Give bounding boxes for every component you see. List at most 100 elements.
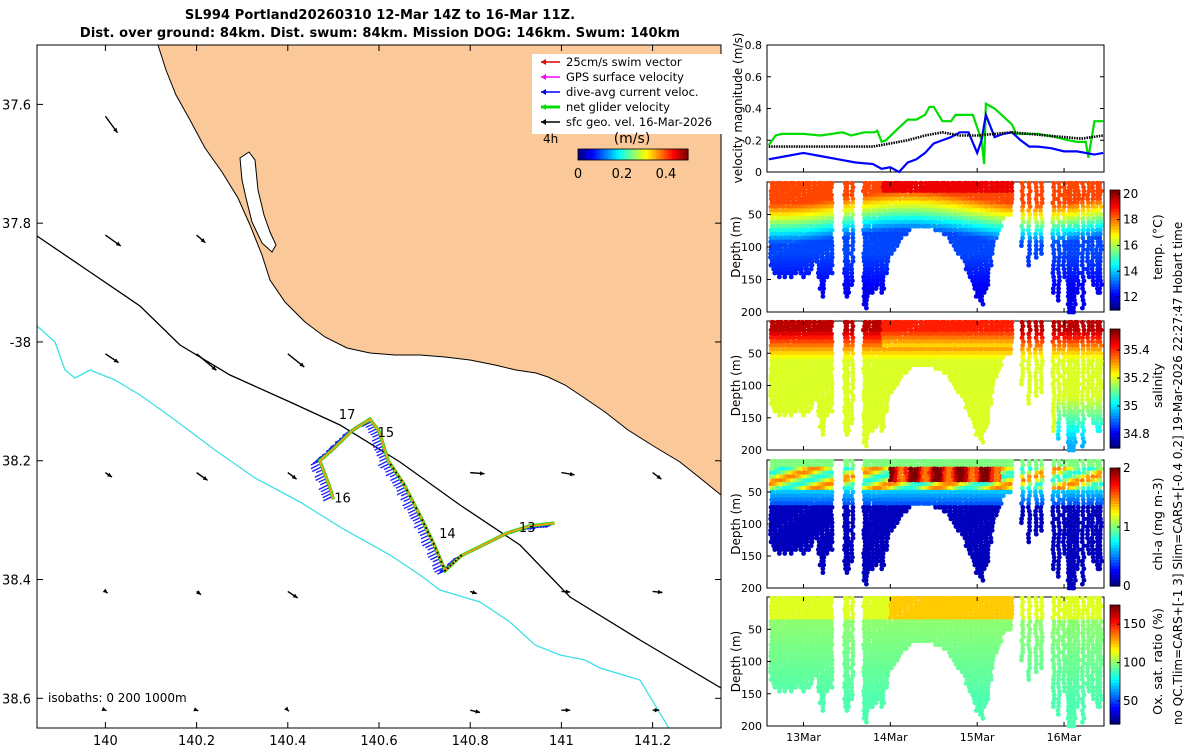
profile-sample — [874, 243, 880, 249]
colorbar-cell — [648, 149, 651, 160]
profile-sample — [799, 231, 805, 237]
colorbar-tick-label: 35.2 — [1123, 371, 1150, 385]
profile-sample — [784, 251, 790, 256]
profile-sample — [861, 258, 867, 264]
profile-sample — [779, 180, 784, 186]
profile-sample — [1055, 297, 1061, 303]
profile-sample — [828, 223, 834, 229]
profile-sample — [898, 374, 904, 379]
profile-sample — [1079, 443, 1085, 449]
profile-sample — [864, 294, 870, 299]
profile-sample — [863, 286, 869, 291]
profile-sample — [861, 227, 866, 233]
geo-velocity-vectors — [101, 115, 663, 714]
profile-sample — [903, 231, 909, 237]
colorbar-cell — [638, 149, 641, 160]
map-ytick-label: -38 — [10, 336, 31, 351]
profile-sample — [1062, 412, 1068, 418]
profile-sample — [828, 196, 834, 202]
colorbar-cell — [672, 149, 675, 160]
profile-sample — [779, 196, 784, 202]
profile-sample — [870, 266, 875, 272]
profile-sample — [1007, 212, 1013, 217]
profile-sample — [824, 274, 830, 280]
profile-sample — [776, 274, 782, 280]
colorbar-cell — [636, 149, 639, 160]
colorbar-cell — [684, 149, 687, 160]
profile-sample — [806, 270, 812, 276]
profile-sample — [829, 408, 835, 414]
profile-sample — [875, 278, 881, 284]
legend-box — [532, 54, 722, 134]
profile-sample — [829, 184, 834, 190]
profile-sample — [829, 270, 835, 276]
profile-sample — [779, 255, 784, 260]
profile-sample — [866, 208, 872, 214]
profile-sample — [828, 231, 833, 237]
depth-tick-label: 100 — [741, 241, 762, 254]
profile-sample — [875, 270, 881, 276]
profile-sample — [989, 389, 995, 395]
profile-sample — [842, 266, 848, 272]
depth-tick-label: 200 — [741, 306, 762, 319]
profile-sample — [845, 208, 851, 214]
geo-velocity-arrow — [101, 706, 107, 712]
track-dot — [442, 565, 445, 568]
colorbar-tick-label: 16 — [1123, 238, 1138, 252]
profile-sample — [849, 282, 855, 288]
colorbar-cell — [658, 149, 661, 160]
colorbar-cell — [600, 149, 603, 160]
profile-sample — [845, 219, 851, 225]
profile-sample — [875, 255, 881, 260]
colorbar-cell — [686, 149, 689, 160]
profile-sample — [869, 247, 875, 253]
profile-sample — [779, 235, 785, 241]
profile-sample — [826, 227, 832, 233]
profile-sample — [870, 282, 876, 288]
map-ytick-label: 38.6 — [2, 692, 31, 707]
dive-avg-vector — [361, 420, 372, 427]
profile-sample — [849, 420, 855, 426]
dive-avg-vector — [422, 540, 433, 547]
profile-sample — [898, 235, 904, 241]
profile-sample — [845, 223, 851, 229]
profile-sample — [820, 432, 826, 437]
profile-sample — [775, 192, 781, 198]
profile-sample — [998, 223, 1004, 229]
profile-sample — [866, 227, 872, 233]
profile-sample — [985, 420, 991, 426]
profile-sample — [849, 188, 855, 194]
profile-sample — [786, 196, 792, 202]
profile-sample — [874, 266, 880, 272]
profile-sample — [863, 443, 869, 449]
profile-sample — [849, 266, 855, 272]
colorbar-cell — [660, 149, 663, 160]
profile-sample — [848, 262, 854, 268]
geo-velocity-arrow — [287, 472, 298, 480]
colorbar-tick-label: 35 — [1123, 399, 1138, 413]
profile-sample — [802, 188, 807, 194]
profile-sample — [866, 274, 872, 280]
profile-sample — [821, 278, 827, 284]
profile-sample — [869, 270, 875, 276]
profile-sample — [807, 180, 813, 186]
colorbar-cell — [588, 149, 591, 160]
velocity-ytick-label: 0.2 — [745, 134, 763, 147]
profile-sample — [873, 192, 879, 198]
profile-sample — [820, 223, 826, 229]
depth-tick-label: 150 — [741, 412, 762, 425]
colorbar-cell — [602, 149, 605, 160]
profile-sample — [829, 180, 835, 186]
profile-sample — [783, 243, 789, 249]
profile-sample — [994, 370, 1000, 375]
dive-avg-vector — [427, 552, 438, 558]
profile-sample — [845, 204, 851, 210]
map-colorbar: 0 0.2 0.4 — [574, 148, 689, 182]
profile-sample — [791, 180, 797, 186]
geo-velocity-arrow — [105, 472, 113, 478]
day-label: 14 — [439, 527, 456, 542]
colorbar-cell — [670, 149, 673, 160]
profile-sample — [845, 180, 850, 186]
profile-sample — [810, 231, 816, 237]
profile-sample — [788, 412, 794, 418]
